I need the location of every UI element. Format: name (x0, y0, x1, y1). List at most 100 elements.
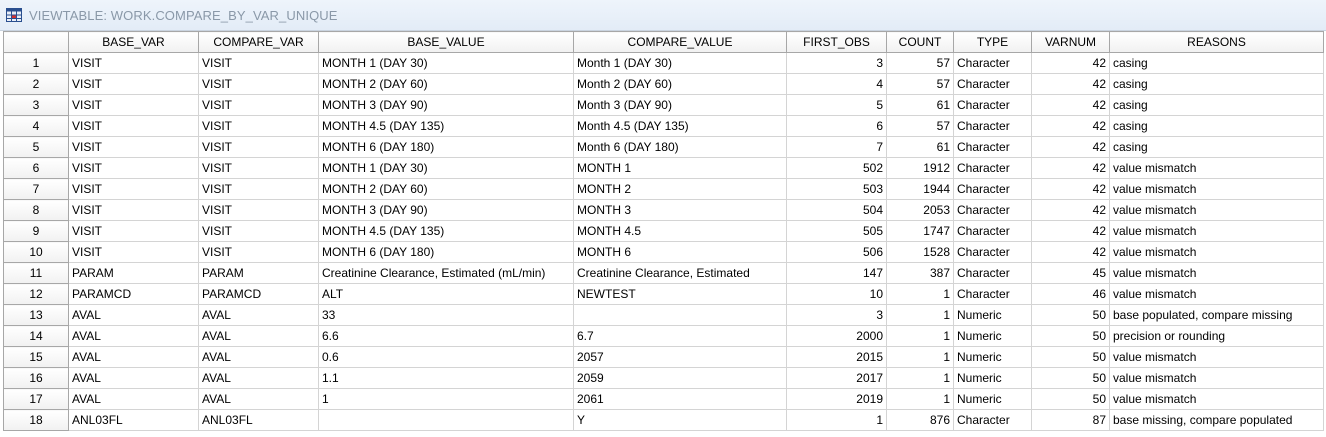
compare-value-cell[interactable]: Month 6 (DAY 180) (573, 136, 787, 158)
varnum-cell[interactable]: 50 (1031, 388, 1110, 410)
type-cell[interactable]: Numeric (953, 304, 1032, 326)
first-obs-cell[interactable]: 504 (786, 199, 887, 221)
compare-var-cell[interactable]: AVAL (198, 346, 319, 368)
varnum-cell[interactable]: 50 (1031, 367, 1110, 389)
varnum-cell[interactable]: 50 (1031, 304, 1110, 326)
table-row[interactable]: 15 AVAL AVAL 0.6 2057 2015 1 Numeric 50 value mis… (3, 346, 1324, 368)
first-obs-cell[interactable]: 7 (786, 136, 887, 158)
column-header-reasons[interactable]: REASONS (1109, 31, 1324, 53)
type-cell[interactable]: Character (953, 283, 1032, 305)
row-number[interactable]: 7 (3, 178, 69, 200)
row-number[interactable]: 12 (3, 283, 69, 305)
column-header-type[interactable]: TYPE (953, 31, 1032, 53)
base-value-cell[interactable]: MONTH 3 (DAY 90) (318, 94, 574, 116)
base-var-cell[interactable]: ANL03FL (68, 409, 199, 431)
table-row[interactable]: 14 AVAL AVAL 6.6 6.7 2000 1 Numeric 50 precision … (3, 325, 1324, 347)
row-number[interactable]: 10 (3, 241, 69, 263)
row-number[interactable]: 6 (3, 157, 69, 179)
compare-var-cell[interactable]: VISIT (198, 136, 319, 158)
table-row[interactable]: 7 VISIT VISIT MONTH 2 (DAY 60) MONTH 2 503 194… (3, 178, 1324, 200)
row-number[interactable]: 17 (3, 388, 69, 410)
base-var-cell[interactable]: PARAM (68, 262, 199, 284)
compare-var-cell[interactable]: PARAM (198, 262, 319, 284)
first-obs-cell[interactable]: 505 (786, 220, 887, 242)
base-var-cell[interactable]: AVAL (68, 304, 199, 326)
first-obs-cell[interactable]: 2000 (786, 325, 887, 347)
reasons-cell[interactable]: value mismatch (1109, 388, 1324, 410)
varnum-cell[interactable]: 42 (1031, 199, 1110, 221)
type-cell[interactable]: Numeric (953, 388, 1032, 410)
base-value-cell[interactable]: MONTH 2 (DAY 60) (318, 178, 574, 200)
first-obs-cell[interactable]: 506 (786, 241, 887, 263)
type-cell[interactable]: Numeric (953, 367, 1032, 389)
base-value-cell[interactable]: MONTH 6 (DAY 180) (318, 136, 574, 158)
column-header-count[interactable]: COUNT (886, 31, 954, 53)
table-row[interactable]: 10 VISIT VISIT MONTH 6 (DAY 180) MONTH 6 506 1… (3, 241, 1324, 263)
table-row[interactable]: 13 AVAL AVAL 33 3 1 Numeric 50 base populated, c… (3, 304, 1324, 326)
varnum-cell[interactable]: 42 (1031, 94, 1110, 116)
reasons-cell[interactable]: value mismatch (1109, 157, 1324, 179)
data-grid[interactable]: BASE_VAR COMPARE_VAR BASE_VALUE COMPARE_… (3, 31, 1324, 431)
compare-var-cell[interactable]: VISIT (198, 115, 319, 137)
base-value-cell[interactable]: 1 (318, 388, 574, 410)
row-number[interactable]: 9 (3, 220, 69, 242)
reasons-cell[interactable]: base populated, compare missing (1109, 304, 1324, 326)
row-number[interactable]: 8 (3, 199, 69, 221)
table-row[interactable]: 1 VISIT VISIT MONTH 1 (DAY 30) Month 1 (DAY … (3, 52, 1324, 74)
compare-var-cell[interactable]: VISIT (198, 52, 319, 74)
count-cell[interactable]: 57 (886, 73, 954, 95)
reasons-cell[interactable]: casing (1109, 115, 1324, 137)
table-row[interactable]: 3 VISIT VISIT MONTH 3 (DAY 90) Month 3 (DAY … (3, 94, 1324, 116)
type-cell[interactable]: Character (953, 52, 1032, 74)
base-value-cell[interactable]: MONTH 1 (DAY 30) (318, 52, 574, 74)
base-value-cell[interactable]: Creatinine Clearance, Estimated (mL/min) (318, 262, 574, 284)
base-var-cell[interactable]: VISIT (68, 136, 199, 158)
compare-value-cell[interactable]: Month 1 (DAY 30) (573, 52, 787, 74)
first-obs-cell[interactable]: 503 (786, 178, 887, 200)
type-cell[interactable]: Character (953, 136, 1032, 158)
reasons-cell[interactable]: value mismatch (1109, 283, 1324, 305)
first-obs-cell[interactable]: 2015 (786, 346, 887, 368)
table-row[interactable]: 11 PARAM PARAM Creatinine Clearance, Estima… (3, 262, 1324, 284)
corner-header[interactable] (3, 31, 69, 53)
first-obs-cell[interactable]: 502 (786, 157, 887, 179)
table-row[interactable]: 6 VISIT VISIT MONTH 1 (DAY 30) MONTH 1 502 191… (3, 157, 1324, 179)
column-header-varnum[interactable]: VARNUM (1031, 31, 1110, 53)
varnum-cell[interactable]: 42 (1031, 73, 1110, 95)
count-cell[interactable]: 1944 (886, 178, 954, 200)
compare-var-cell[interactable]: VISIT (198, 94, 319, 116)
compare-var-cell[interactable]: AVAL (198, 304, 319, 326)
base-value-cell[interactable] (318, 409, 574, 431)
reasons-cell[interactable]: precision or rounding (1109, 325, 1324, 347)
varnum-cell[interactable]: 42 (1031, 157, 1110, 179)
compare-value-cell[interactable]: Creatinine Clearance, Estimated (573, 262, 787, 284)
first-obs-cell[interactable]: 2017 (786, 367, 887, 389)
compare-value-cell[interactable]: Month 4.5 (DAY 135) (573, 115, 787, 137)
column-header-compare-var[interactable]: COMPARE_VAR (198, 31, 319, 53)
varnum-cell[interactable]: 42 (1031, 220, 1110, 242)
base-var-cell[interactable]: AVAL (68, 367, 199, 389)
base-var-cell[interactable]: VISIT (68, 73, 199, 95)
base-value-cell[interactable]: MONTH 6 (DAY 180) (318, 241, 574, 263)
varnum-cell[interactable]: 46 (1031, 283, 1110, 305)
compare-var-cell[interactable]: AVAL (198, 388, 319, 410)
reasons-cell[interactable]: base missing, compare populated (1109, 409, 1324, 431)
reasons-cell[interactable]: value mismatch (1109, 241, 1324, 263)
compare-value-cell[interactable]: Month 2 (DAY 60) (573, 73, 787, 95)
base-value-cell[interactable]: MONTH 4.5 (DAY 135) (318, 220, 574, 242)
count-cell[interactable]: 1 (886, 304, 954, 326)
type-cell[interactable]: Character (953, 94, 1032, 116)
base-value-cell[interactable]: 1.1 (318, 367, 574, 389)
first-obs-cell[interactable]: 10 (786, 283, 887, 305)
count-cell[interactable]: 387 (886, 262, 954, 284)
reasons-cell[interactable]: casing (1109, 136, 1324, 158)
count-cell[interactable]: 57 (886, 52, 954, 74)
count-cell[interactable]: 61 (886, 136, 954, 158)
first-obs-cell[interactable]: 3 (786, 304, 887, 326)
row-number[interactable]: 15 (3, 346, 69, 368)
first-obs-cell[interactable]: 6 (786, 115, 887, 137)
base-var-cell[interactable]: VISIT (68, 241, 199, 263)
type-cell[interactable]: Numeric (953, 325, 1032, 347)
reasons-cell[interactable]: casing (1109, 52, 1324, 74)
compare-value-cell[interactable]: 2059 (573, 367, 787, 389)
